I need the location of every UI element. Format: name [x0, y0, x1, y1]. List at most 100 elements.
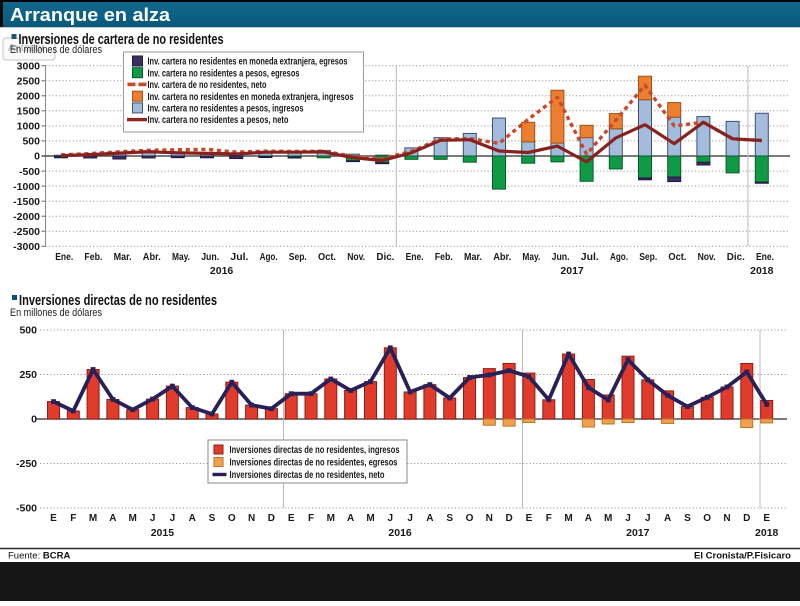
svg-text:Nov.: Nov.: [698, 252, 716, 263]
svg-text:D: D: [743, 513, 750, 524]
svg-text:E: E: [763, 513, 770, 524]
svg-text:Jun.: Jun.: [201, 252, 219, 263]
svg-text:-1500: -1500: [13, 196, 40, 208]
svg-text:A: A: [109, 513, 116, 524]
svg-text:Inv. cartera no residentes en: Inv. cartera no residentes en moneda ext…: [148, 57, 348, 68]
svg-text:M: M: [564, 513, 572, 524]
svg-text:Abr.: Abr.: [493, 252, 511, 263]
svg-text:Sep.: Sep.: [639, 252, 657, 263]
svg-text:500: 500: [19, 325, 37, 337]
svg-text:A: A: [664, 513, 671, 524]
svg-text:2016: 2016: [210, 265, 234, 277]
svg-text:Jul.: Jul.: [581, 252, 599, 263]
svg-text:250: 250: [19, 369, 37, 381]
svg-text:-500: -500: [19, 166, 40, 178]
svg-text:D: D: [268, 513, 275, 524]
svg-text:Jun.: Jun.: [552, 252, 570, 263]
svg-text:2016: 2016: [388, 527, 412, 539]
svg-text:Mar.: Mar.: [114, 252, 132, 263]
svg-text:En millones de dólares: En millones de dólares: [10, 44, 102, 56]
svg-text:Oct.: Oct.: [668, 252, 686, 263]
svg-text:Inv. cartera no residentes a p: Inv. cartera no residentes a pesos, egre…: [148, 68, 300, 79]
svg-text:N: N: [486, 513, 493, 524]
svg-text:-250: -250: [16, 458, 37, 470]
svg-text:Inv. cartera no residentes a p: Inv. cartera no residentes a pesos, neto: [148, 115, 289, 126]
svg-text:1000: 1000: [17, 121, 41, 133]
svg-text:M: M: [366, 513, 374, 524]
svg-text:500: 500: [22, 136, 40, 148]
svg-text:-3000: -3000: [13, 241, 40, 253]
svg-text:Inversiones directas de no res: Inversiones directas de no residentes, i…: [230, 445, 400, 456]
svg-text:Inversiones directas de no res: Inversiones directas de no residentes, e…: [230, 457, 398, 468]
svg-text:E: E: [288, 513, 295, 524]
svg-text:D: D: [505, 513, 512, 524]
svg-text:F: F: [70, 513, 76, 524]
svg-text:2000: 2000: [17, 91, 41, 103]
svg-text:May.: May.: [522, 252, 540, 263]
svg-text:2017: 2017: [626, 527, 650, 539]
svg-text:Ene.: Ene.: [406, 252, 424, 263]
svg-text:1500: 1500: [17, 106, 41, 118]
svg-text:O: O: [228, 513, 236, 524]
svg-text:E: E: [50, 513, 57, 524]
svg-text:A: A: [347, 513, 354, 524]
svg-text:Inv. cartera no residentes a p: Inv. cartera no residentes a pesos, ingr…: [148, 104, 304, 115]
svg-text:Abr.: Abr.: [143, 252, 161, 263]
svg-text:-500: -500: [16, 503, 37, 515]
svg-text:M: M: [604, 513, 612, 524]
svg-text:Arranque en alza: Arranque en alza: [10, 5, 171, 25]
svg-text:A: A: [426, 513, 433, 524]
svg-text:J: J: [150, 513, 156, 524]
svg-text:J: J: [407, 513, 413, 524]
svg-text:Feb.: Feb.: [84, 252, 102, 263]
svg-text:M: M: [327, 513, 335, 524]
svg-text:Jul.: Jul.: [230, 252, 248, 263]
svg-text:2017: 2017: [560, 265, 584, 277]
svg-text:Ene.: Ene.: [55, 252, 73, 263]
svg-text:J: J: [645, 513, 651, 524]
svg-text:Ago.: Ago.: [260, 252, 278, 263]
svg-text:-2000: -2000: [13, 211, 40, 223]
svg-text:Anterior: Anterior: [8, 42, 45, 54]
svg-text:M: M: [89, 513, 97, 524]
svg-text:N: N: [723, 513, 730, 524]
svg-text:E: E: [526, 513, 533, 524]
svg-text:Feb.: Feb.: [435, 252, 453, 263]
svg-text:Inv. cartera no residentes en: Inv. cartera no residentes en moneda ext…: [148, 92, 354, 103]
svg-text:-1000: -1000: [13, 181, 40, 193]
svg-text:J: J: [170, 513, 176, 524]
svg-text:El Cronista/P.Fisicaro: El Cronista/P.Fisicaro: [694, 551, 791, 562]
svg-text:A: A: [585, 513, 592, 524]
svg-text:F: F: [546, 513, 552, 524]
svg-text:N: N: [248, 513, 255, 524]
svg-text:Oct.: Oct.: [318, 252, 336, 263]
svg-text:Fuente: BCRA: Fuente: BCRA: [8, 551, 70, 562]
svg-text:A: A: [189, 513, 196, 524]
svg-text:S: S: [684, 513, 691, 524]
svg-text:Inversiones directas de no res: Inversiones directas de no residentes: [19, 292, 217, 309]
svg-text:Ago.: Ago.: [610, 252, 628, 263]
svg-text:0: 0: [34, 151, 40, 163]
svg-text:Inversiones directas de no res: Inversiones directas de no residentes, n…: [230, 470, 385, 481]
svg-text:2500: 2500: [17, 76, 41, 88]
svg-text:M: M: [129, 513, 137, 524]
svg-text:Sep.: Sep.: [289, 252, 307, 263]
svg-text:2018: 2018: [755, 527, 779, 539]
svg-text:F: F: [308, 513, 314, 524]
svg-text:Nov.: Nov.: [347, 252, 365, 263]
svg-text:O: O: [703, 513, 711, 524]
svg-text:Dic.: Dic.: [727, 252, 745, 263]
svg-text:0: 0: [31, 414, 37, 426]
svg-text:O: O: [466, 513, 474, 524]
svg-text:Inv. cartera de no residentes,: Inv. cartera de no residentes, neto: [148, 80, 267, 91]
svg-text:-2500: -2500: [13, 226, 40, 238]
svg-text:Inversiones de cartera de no r: Inversiones de cartera de no residentes: [19, 31, 224, 48]
svg-text:En millones de dólares: En millones de dólares: [10, 307, 102, 319]
svg-text:2018: 2018: [750, 265, 774, 277]
svg-text:J: J: [625, 513, 631, 524]
svg-text:J: J: [388, 513, 394, 524]
svg-text:Dic.: Dic.: [376, 252, 394, 263]
svg-text:S: S: [446, 513, 453, 524]
svg-text:S: S: [209, 513, 216, 524]
svg-text:May.: May.: [172, 252, 190, 263]
